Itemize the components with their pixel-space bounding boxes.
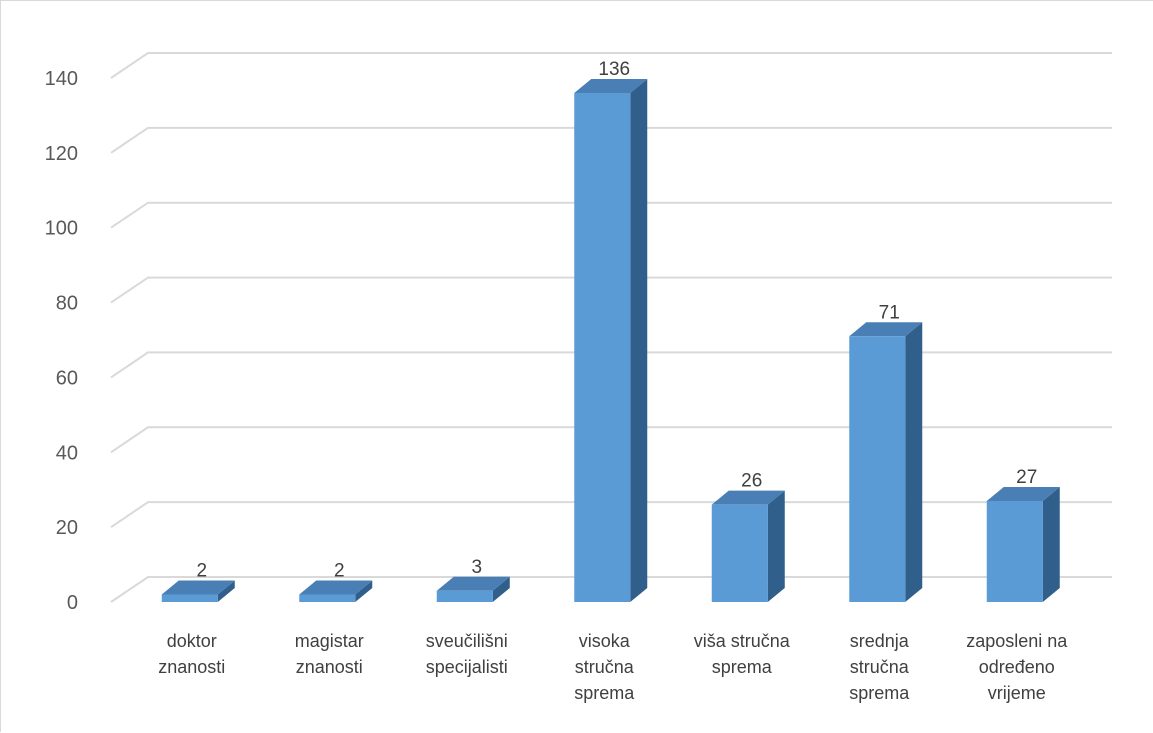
bar: [574, 78, 648, 602]
gridline: [110, 126, 1112, 154]
bar-front: [574, 92, 631, 602]
bar: [849, 322, 923, 602]
bar-front: [986, 500, 1043, 602]
y-tick-label: 80: [56, 293, 78, 315]
bar: [299, 580, 373, 602]
data-label: 27: [1016, 467, 1037, 488]
data-label: 2: [334, 561, 345, 582]
category-label: magistar znanosti: [295, 631, 364, 677]
bar: [711, 490, 785, 602]
bar-top: [299, 580, 373, 595]
category-labels: doktor znanosti magistar znanosti sveučilišn…: [158, 631, 1068, 703]
bar-top: [436, 576, 510, 591]
category-label: sveučilišni specijalisti: [426, 631, 508, 677]
y-tick-label: 0: [67, 592, 78, 614]
bar-front: [436, 590, 493, 602]
gridlines: [110, 52, 1112, 603]
bar-top: [161, 580, 235, 595]
category-label: srednja stručna sprema: [849, 631, 910, 703]
bar-side: [630, 78, 648, 602]
bar-top: [986, 486, 1060, 501]
bar-front: [161, 594, 218, 602]
bar-top: [849, 322, 923, 337]
data-label: 2: [196, 561, 207, 582]
category-label: visoka stručna sprema: [574, 631, 635, 703]
y-tick-label: 20: [56, 517, 78, 539]
bar-side: [217, 580, 235, 602]
category-label: doktor znanosti: [158, 631, 225, 677]
bars: [161, 78, 1060, 602]
y-tick-label: 120: [45, 143, 78, 165]
gridline: [110, 52, 1112, 79]
bar: [161, 580, 235, 602]
gridline: [110, 276, 1112, 304]
data-labels: 2 2 3 136 26 71 27: [196, 59, 1037, 582]
y-tick-label: 100: [45, 218, 78, 240]
gridline: [110, 201, 1112, 229]
bar-side: [767, 490, 785, 602]
bar-front: [299, 594, 356, 602]
gridline: [110, 501, 1112, 528]
category-label: viša stručna sprema: [694, 631, 791, 677]
bar-front: [849, 336, 906, 602]
y-tick-label: 140: [45, 68, 78, 90]
y-axis-ticks: 0 20 40 60 80 100 120 140: [45, 68, 78, 614]
bar: [436, 576, 510, 602]
data-label: 3: [471, 557, 482, 578]
bar-front: [711, 504, 768, 602]
bar-side: [1042, 486, 1060, 602]
bar-side: [492, 576, 510, 602]
y-tick-label: 60: [56, 367, 78, 389]
data-label: 26: [741, 471, 762, 492]
gridline: [110, 576, 1112, 603]
gridline: [110, 426, 1112, 454]
gridline: [110, 351, 1112, 379]
bar-top: [574, 78, 648, 93]
data-label: 71: [879, 302, 900, 323]
bar-side: [905, 322, 923, 602]
bar-side: [355, 580, 373, 602]
y-tick-label: 40: [56, 442, 78, 464]
bar: [986, 486, 1060, 602]
bar-top: [711, 490, 785, 505]
data-label: 136: [598, 59, 630, 80]
category-label: zaposleni na određeno vrijeme: [966, 631, 1068, 703]
